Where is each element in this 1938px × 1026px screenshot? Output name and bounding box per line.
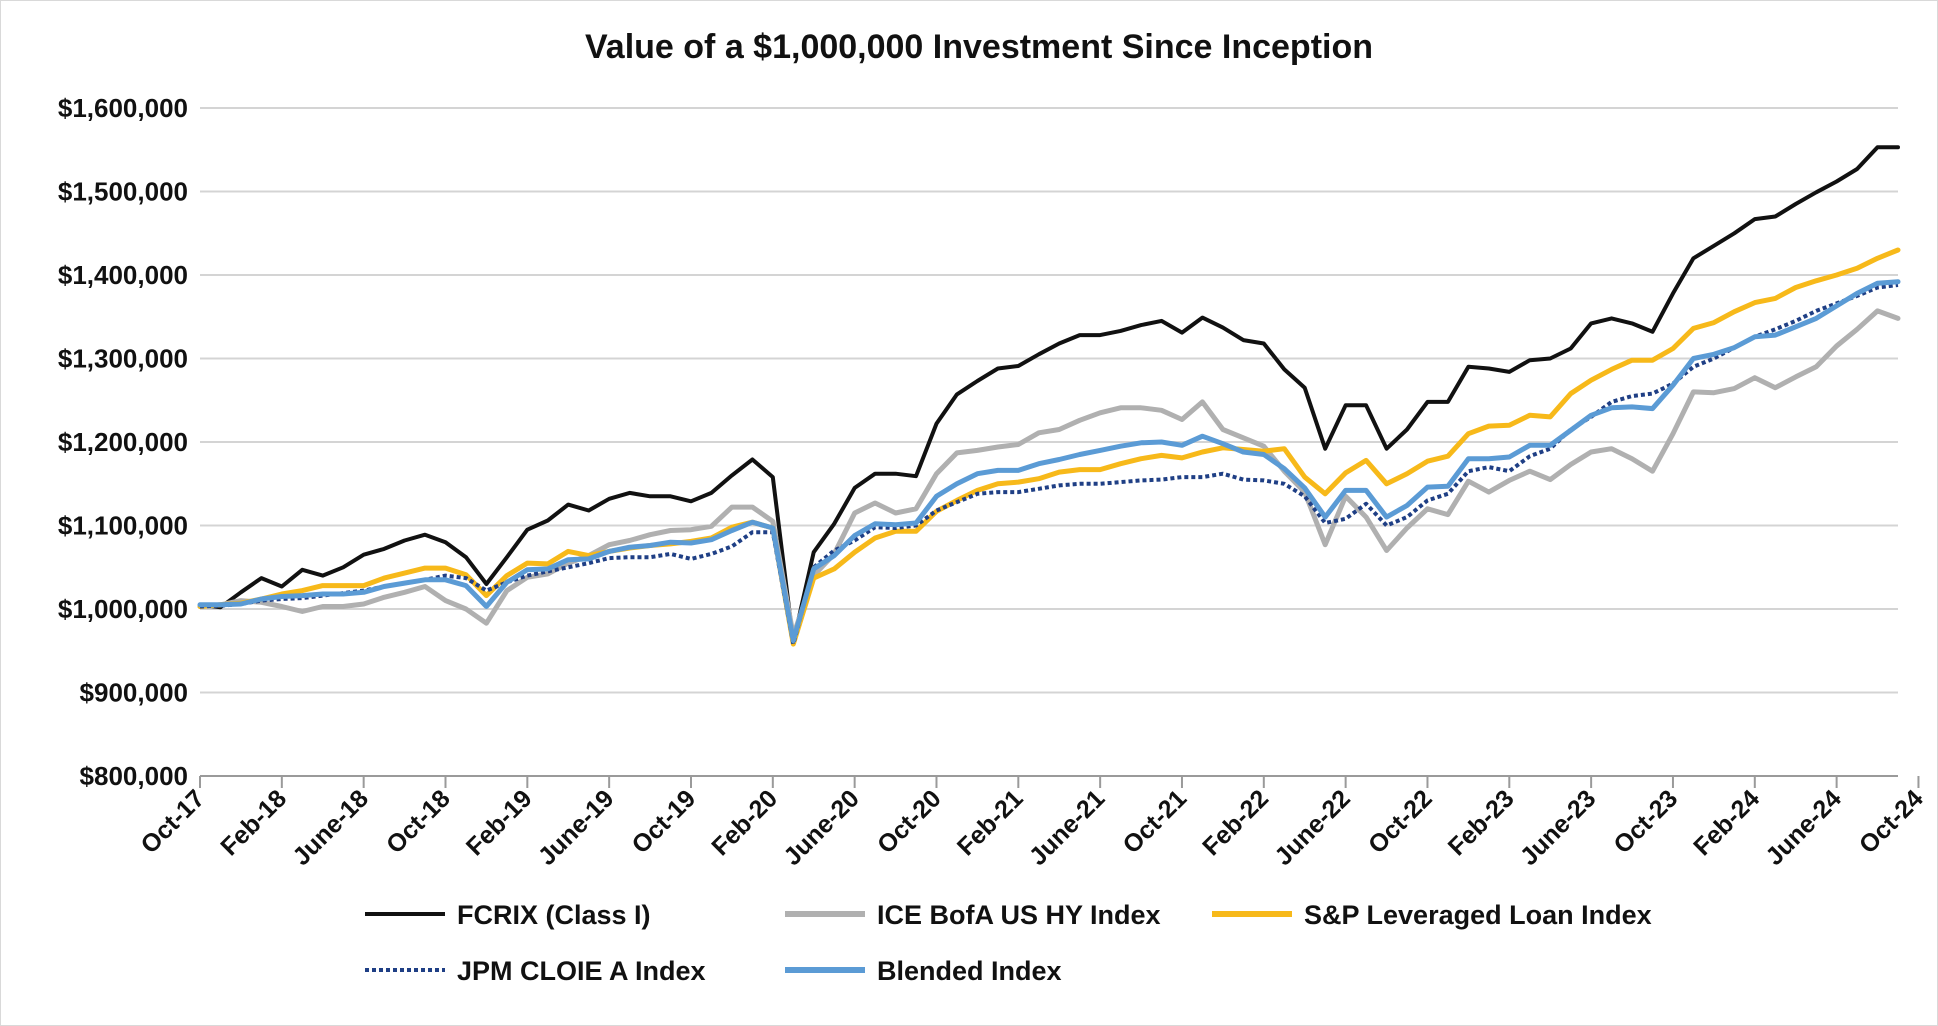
x-tick-label: Feb-18: [215, 784, 292, 861]
x-tick-label: Oct-24: [1854, 784, 1929, 859]
legend: FCRIX (Class I) ICE BofA US HY Index S&P L…: [365, 900, 1652, 986]
legend-item-blended-index: Blended Index: [785, 956, 1062, 986]
series-line-blended-index: [197, 279, 1901, 644]
series-line-fcrix-class-i: [198, 145, 1900, 645]
x-tick-label: June-20: [778, 784, 865, 871]
chart-title: Value of a $1,000,000 Investment Since I…: [585, 28, 1373, 66]
legend-label: S&P Leveraged Loan Index: [1304, 900, 1652, 930]
series-lines: [197, 145, 1901, 647]
x-tick-label: Feb-19: [461, 784, 538, 861]
y-tick-label: $1,000,000: [58, 594, 188, 624]
x-tick-label: Oct-20: [872, 784, 947, 859]
x-tick-label: Oct-21: [1117, 784, 1192, 859]
y-tick-label: $1,500,000: [58, 177, 188, 207]
x-tick-label: June-18: [287, 784, 374, 871]
series-line-s-p-leveraged-loan-index: [197, 247, 1901, 647]
x-tick-label: Feb-20: [706, 784, 783, 861]
gridlines: [200, 107, 1898, 777]
x-tick-label: June-24: [1760, 784, 1847, 871]
x-tick-label: Feb-21: [952, 784, 1029, 861]
x-tick-label: Oct-18: [381, 784, 456, 859]
legend-label: JPM CLOIE A Index: [457, 956, 706, 986]
x-tick-label: June-22: [1269, 784, 1356, 871]
x-tick-label: Oct-22: [1363, 784, 1438, 859]
y-tick-label: $1,100,000: [58, 511, 188, 541]
legend-label: Blended Index: [877, 956, 1062, 986]
y-tick-label: $1,300,000: [58, 344, 188, 374]
y-tick-label: $1,600,000: [58, 93, 188, 123]
legend-label: ICE BofA US HY Index: [877, 900, 1161, 930]
series-line-jpm-cloie-a-index: [199, 283, 1899, 647]
x-tick-label: June-23: [1515, 784, 1602, 871]
legend-label: FCRIX (Class I): [457, 900, 651, 930]
x-tick-label: Feb-22: [1197, 784, 1274, 861]
legend-item-fcrix-class-i: FCRIX (Class I): [365, 900, 651, 930]
x-tick-label: Feb-24: [1688, 784, 1765, 861]
x-tick-label: Oct-23: [1608, 784, 1683, 859]
legend-item-ice-bofa-us-hy-index: ICE BofA US HY Index: [785, 900, 1161, 930]
y-tick-label: $1,200,000: [58, 427, 188, 457]
x-tick-label: June-19: [533, 784, 620, 871]
x-tick-label: Feb-23: [1443, 784, 1520, 861]
y-tick-label: $800,000: [80, 761, 188, 791]
series-line-ice-bofa-us-hy-index: [197, 308, 1901, 639]
y-tick-label: $1,400,000: [58, 260, 188, 290]
legend-item-jpm-cloie-a-index: JPM CLOIE A Index: [365, 956, 706, 986]
x-tick-label: Oct-17: [135, 784, 210, 859]
x-tick-label: June-21: [1024, 784, 1111, 871]
legend-item-s-p-leveraged-loan-index: S&P Leveraged Loan Index: [1212, 900, 1652, 930]
x-axis: [199, 775, 1920, 788]
y-axis-tick-labels: $1,600,000 $1,500,000 $1,400,000 $1,300,000…: [58, 93, 188, 791]
y-tick-label: $900,000: [80, 678, 188, 708]
x-tick-label: Oct-19: [626, 784, 701, 859]
